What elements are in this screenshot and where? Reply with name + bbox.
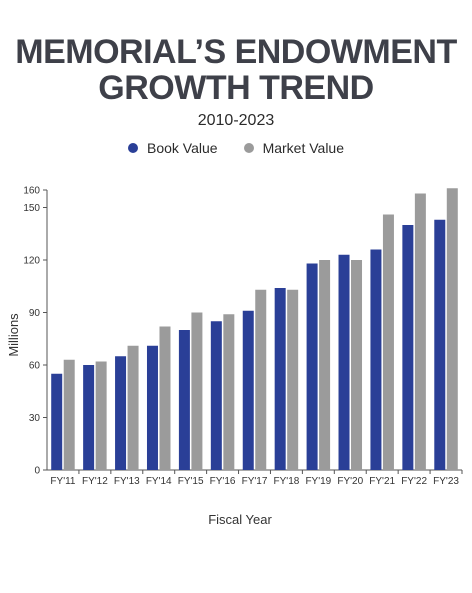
y-tick-label: 30 [29, 413, 41, 424]
x-tick-label: FY'12 [82, 476, 108, 487]
bar-book-value [83, 365, 95, 470]
x-tick-label: FY'15 [178, 476, 204, 487]
x-tick-label: FY'22 [401, 476, 427, 487]
bar-market-value [287, 289, 299, 470]
x-tick-label: FY'23 [433, 476, 459, 487]
bar-book-value [434, 219, 446, 470]
legend-label-book-value: Book Value [146, 140, 218, 156]
y-tick-label: 0 [34, 466, 40, 477]
bar-book-value [370, 249, 382, 470]
bar-market-value [351, 260, 363, 470]
legend-label-market-value: Market Value [262, 140, 345, 156]
x-axis-title: Fiscal Year [208, 512, 272, 527]
x-tick-label: FY'20 [337, 476, 363, 487]
legend-item-book-value: Book Value [127, 140, 218, 156]
bar-book-value [402, 225, 414, 470]
x-tick-label: FY'11 [50, 476, 76, 487]
bar-book-value [51, 373, 63, 470]
x-tick-label: FY'18 [274, 476, 300, 487]
bar-book-value [306, 263, 318, 470]
bar-book-value [146, 345, 158, 470]
y-axis-title: Millions [6, 313, 21, 357]
bar-market-value [223, 314, 235, 470]
bar-market-value [319, 260, 331, 470]
y-tick-label: 120 [23, 256, 40, 267]
bar-market-value [382, 214, 394, 470]
bar-market-value [159, 326, 171, 470]
x-tick-label: FY'17 [242, 476, 268, 487]
bar-market-value [414, 193, 426, 470]
y-tick-label: 60 [29, 361, 41, 372]
bar-book-value [115, 356, 127, 470]
bar-market-value [63, 359, 75, 470]
x-tick-label: FY'16 [210, 476, 236, 487]
y-tick-label: 160 [23, 186, 40, 197]
x-tick-label: FY'21 [369, 476, 395, 487]
bar-market-value [255, 289, 267, 470]
y-tick-label: 150 [23, 203, 40, 214]
chart-subtitle: 2010-2023 [197, 112, 275, 129]
bar-market-value [127, 345, 139, 470]
bar-market-value [446, 188, 458, 470]
chart-title-line-1: MEMORIAL’S ENDOWMENT [15, 33, 457, 71]
x-tick-label: FY'14 [146, 476, 172, 487]
bar-book-value [242, 310, 254, 470]
bar-market-value [95, 361, 107, 470]
y-tick-label: 90 [29, 308, 41, 319]
legend-swatch-market-value [243, 143, 254, 153]
bar-book-value [338, 254, 350, 470]
x-tick-label: FY'19 [305, 476, 331, 487]
chart-title: MEMORIAL’S ENDOWMENT GROWTH TREND [0, 34, 472, 106]
legend-swatch-book-value [127, 143, 138, 153]
legend-item-market-value: Market Value [243, 140, 345, 156]
chart-legend: Book Value Market Value [0, 140, 472, 156]
bar-book-value [210, 321, 222, 470]
bar-book-value [274, 288, 286, 470]
x-tick-label: FY'13 [114, 476, 140, 487]
bar-book-value [178, 330, 190, 470]
chart-title-line-2: GROWTH TREND [98, 69, 374, 107]
bar-market-value [191, 312, 203, 470]
